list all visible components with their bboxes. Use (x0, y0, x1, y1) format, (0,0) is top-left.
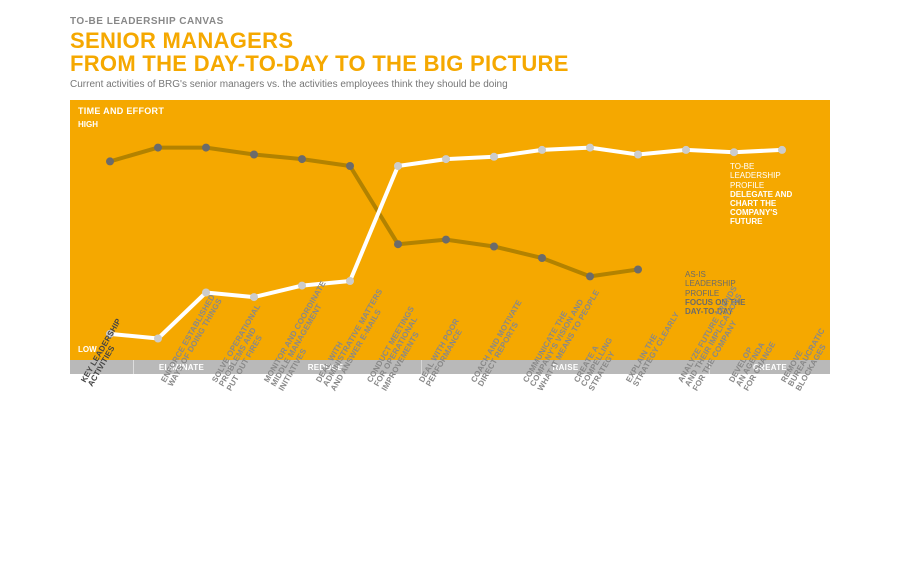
title-line-1: SENIOR MANAGERS (70, 28, 293, 53)
x-axis-labels: KEY LEADERSHIP ACTIVITIESENFORCE ESTABLI… (70, 374, 830, 524)
page-title: SENIOR MANAGERS FROM THE DAY-TO-DAY TO T… (70, 29, 830, 75)
leadership-canvas-chart: TIME AND EFFORT HIGH LOW TO-BE LEADERSHI… (70, 100, 830, 524)
title-line-2: FROM THE DAY-TO-DAY TO THE BIG PICTURE (70, 51, 569, 76)
category-raise: RAISE (422, 360, 710, 374)
eyebrow: TO-BE LEADERSHIP CANVAS (70, 16, 830, 27)
subtitle: Current activities of BRG's senior manag… (70, 79, 830, 90)
tobe-annotation: TO-BE LEADERSHIP PROFILEDELEGATE AND CHA… (730, 162, 820, 226)
